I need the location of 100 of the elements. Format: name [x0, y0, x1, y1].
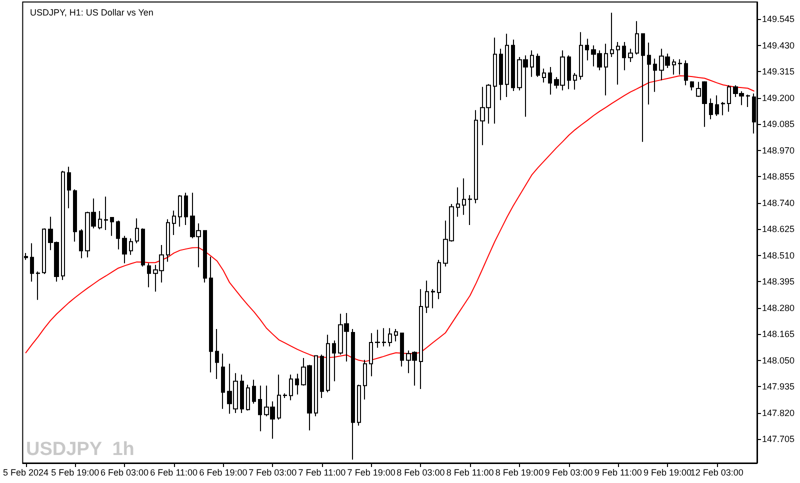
y-tick-label: 148.050: [762, 355, 795, 366]
candlestick: [511, 39, 515, 92]
candlestick: [548, 66, 552, 96]
candlestick: [36, 271, 40, 300]
candlestick: [628, 48, 633, 63]
x-tick-label: 6 Feb 19:00: [199, 468, 248, 478]
x-tick-label: 7 Feb 19:00: [347, 468, 396, 478]
candlestick: [616, 41, 620, 86]
x-tick-label: 12 Feb 03:00: [690, 468, 744, 478]
candlestick: [690, 80, 694, 91]
y-tick-label: 149.430: [762, 40, 795, 50]
y-tick-label: 149.200: [762, 92, 795, 103]
candlestick: [116, 220, 120, 250]
candlestick: [258, 385, 262, 432]
candlestick: [61, 170, 65, 280]
candlestick: [172, 210, 176, 236]
y-tick-label: 148.740: [762, 198, 795, 208]
candlestick: [295, 373, 299, 396]
candlestick: [252, 379, 256, 404]
candlestick: [351, 328, 355, 460]
candlestick: [147, 262, 151, 288]
candlestick: [166, 218, 170, 262]
candlestick: [394, 328, 398, 342]
candlestick: [622, 41, 626, 71]
y-tick-label: 147.705: [762, 434, 795, 444]
x-tick-label: 9 Feb 03:00: [544, 468, 593, 478]
candlestick: [530, 50, 534, 78]
candlestick: [672, 58, 676, 76]
y-tick-label: 147.935: [762, 382, 795, 392]
x-tick-label: 7 Feb 03:00: [248, 468, 297, 478]
candlestick: [326, 334, 330, 393]
candlestick: [653, 58, 657, 92]
candlestick: [110, 216, 114, 236]
candlestick: [375, 329, 380, 348]
candlestick: [363, 359, 367, 400]
candlestick: [499, 48, 503, 101]
candlestick: [493, 37, 497, 124]
candlestick: [635, 20, 639, 55]
candlestick: [388, 328, 392, 347]
candlestick: [203, 230, 207, 283]
candlestick: [104, 196, 108, 230]
candlestick: [122, 235, 127, 264]
candlestick: [573, 72, 577, 90]
candlestick: [135, 218, 139, 244]
x-tick-label: 8 Feb 19:00: [495, 468, 544, 478]
candlestick: [585, 38, 589, 61]
candlestick: [727, 84, 731, 112]
x-tick-label: 6 Feb 11:00: [150, 468, 198, 478]
candlestick: [746, 94, 750, 108]
candlestick: [604, 43, 608, 96]
candlestick: [277, 374, 281, 420]
candlestick: [30, 242, 34, 282]
candlestick: [437, 259, 441, 300]
candlestick: [98, 210, 102, 230]
candlestick: [425, 280, 429, 314]
candlestick: [474, 110, 478, 204]
candlestick: [579, 32, 583, 80]
y-tick-label: 149.085: [762, 119, 795, 130]
candlestick: [221, 353, 225, 410]
y-tick-label: 148.280: [762, 302, 795, 313]
candlestick: [178, 194, 182, 228]
x-tick-label: 8 Feb 03:00: [396, 468, 445, 478]
candlestick: [283, 392, 287, 398]
candlestick: [314, 355, 318, 417]
candlestick: [209, 256, 213, 373]
candlestick: [215, 328, 219, 380]
candlestick: [419, 288, 423, 390]
candlestick: [647, 42, 651, 105]
candlestick: [610, 12, 614, 58]
y-tick-label: 148.625: [762, 224, 795, 234]
y-tick-label: 149.545: [762, 14, 795, 24]
candlestick: [709, 98, 713, 120]
y-tick-label: 149.315: [762, 66, 795, 77]
candlestick: [42, 228, 46, 275]
candlestick: [369, 332, 373, 377]
candlestick: [382, 328, 386, 347]
y-tick-label: 147.820: [762, 408, 795, 418]
candlestick: [721, 101, 725, 116]
candlestick: [468, 194, 472, 226]
candlestick: [240, 374, 244, 414]
candlestick: [456, 186, 460, 218]
candlestick: [641, 33, 645, 142]
candlestick: [505, 33, 509, 98]
x-tick-label: 9 Feb 11:00: [594, 468, 642, 478]
x-tick-label: 7 Feb 11:00: [298, 468, 346, 478]
y-tick-label: 148.165: [762, 329, 795, 340]
candlestick: [320, 354, 324, 398]
x-tick-label: 5 Feb 19:00: [51, 468, 100, 478]
candlestick: [141, 228, 145, 268]
x-tick-label: 6 Feb 03:00: [100, 468, 149, 478]
candlestick: [332, 340, 336, 382]
y-tick-label: 148.970: [762, 145, 795, 156]
candlestick: [129, 238, 133, 256]
candlestick: [357, 384, 361, 426]
text: USDJPY, H1: US Dollar vs Yen: [30, 8, 154, 18]
candlestick: [462, 178, 466, 216]
y-tick-label: 148.855: [762, 172, 795, 182]
candlestick: [246, 384, 250, 412]
candlestick: [536, 53, 540, 78]
x-tick-label: 8 Feb 11:00: [446, 468, 494, 478]
